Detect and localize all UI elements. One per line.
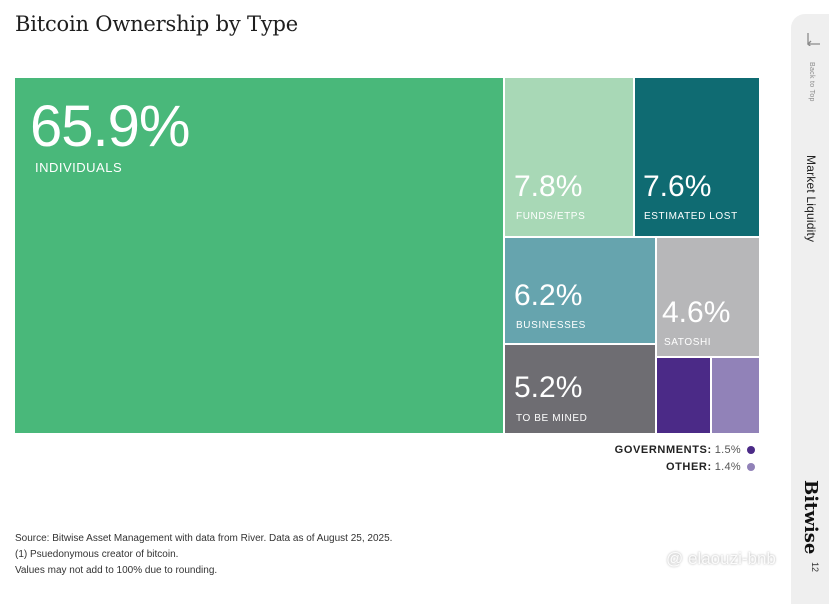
brand-logo: Bitwise — [800, 480, 821, 555]
tile-label-businesses: BUSINESSES — [516, 320, 586, 331]
page-number: 12 — [810, 562, 820, 573]
tile-label-satoshi: SATOSHI — [664, 337, 712, 348]
tile-value-businesses: 6.2% — [514, 279, 583, 312]
legend-value-other: 1.4% — [714, 461, 741, 473]
source-note: Source: Bitwise Asset Management with da… — [15, 533, 393, 544]
legend-dot-governments — [747, 446, 755, 454]
chart-title: Bitcoin Ownership by Type — [15, 12, 298, 36]
section-label: Market Liquidity — [804, 155, 818, 243]
legend-label-governments: GOVERNMENTS: — [614, 444, 712, 456]
tile-value-satoshi: 4.6% — [662, 296, 731, 329]
footnote-1: (1) Psuedonymous creator of bitcoin. — [15, 549, 179, 560]
tile-label-estimated-lost: ESTIMATED LOST — [644, 211, 738, 222]
legend-dot-other — [747, 463, 755, 471]
rounding-note: Values may not add to 100% due to roundi… — [15, 565, 218, 576]
return-arrow-icon[interactable] — [806, 32, 822, 48]
legend-other: OTHER: 1.4% — [666, 461, 755, 473]
treemap-tile-other — [712, 358, 759, 433]
binance-logo-icon — [640, 548, 662, 570]
legend-value-governments: 1.5% — [714, 444, 741, 456]
footnotes: Source: Bitwise Asset Management with da… — [15, 531, 392, 579]
watermark: @ elaouzi-bnb — [640, 548, 776, 570]
treemap-tile-to-be-mined: 5.2% TO BE MINED — [505, 345, 655, 433]
legend-label-other: OTHER: — [665, 461, 712, 473]
tile-label-funds: FUNDS/ETPS — [516, 211, 586, 222]
tile-value-to-be-mined: 5.2% — [514, 371, 583, 404]
tile-value-individuals: 65.9% — [30, 94, 190, 159]
watermark-text: @ elaouzi-bnb — [666, 549, 776, 568]
treemap-tile-satoshi: 4.6% SATOSHI — [657, 238, 759, 356]
back-to-top-link[interactable]: Back to Top — [808, 62, 815, 102]
tile-label-individuals: INDIVIDUALS — [35, 160, 123, 175]
legend-governments: GOVERNMENTS: 1.5% — [615, 444, 755, 456]
treemap-tile-funds: 7.8% FUNDS/ETPS — [505, 78, 633, 236]
tile-label-to-be-mined: TO BE MINED — [516, 413, 588, 424]
side-navigation — [791, 14, 829, 604]
tile-value-estimated-lost: 7.6% — [643, 170, 712, 203]
tile-value-funds: 7.8% — [514, 170, 583, 203]
treemap-tile-individuals: 65.9% INDIVIDUALS — [15, 78, 503, 433]
treemap-tile-governments — [657, 358, 710, 433]
treemap-tile-businesses: 6.2% BUSINESSES — [505, 238, 655, 343]
treemap-tile-estimated-lost: 7.6% ESTIMATED LOST — [635, 78, 759, 236]
